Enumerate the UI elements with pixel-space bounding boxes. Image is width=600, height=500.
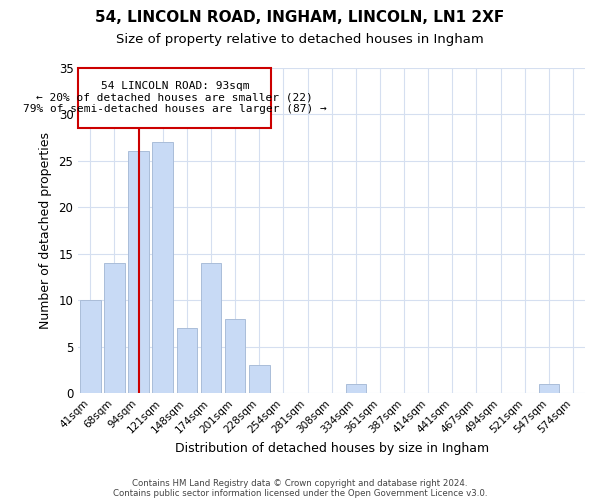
Text: Contains HM Land Registry data © Crown copyright and database right 2024.: Contains HM Land Registry data © Crown c… <box>132 478 468 488</box>
Bar <box>104 263 125 394</box>
Text: 54, LINCOLN ROAD, INGHAM, LINCOLN, LN1 2XF: 54, LINCOLN ROAD, INGHAM, LINCOLN, LN1 2… <box>95 10 505 25</box>
Bar <box>225 319 245 394</box>
Text: Contains public sector information licensed under the Open Government Licence v3: Contains public sector information licen… <box>113 488 487 498</box>
Bar <box>201 263 221 394</box>
Bar <box>128 152 149 394</box>
Bar <box>539 384 559 394</box>
FancyBboxPatch shape <box>79 68 271 128</box>
Bar <box>346 384 366 394</box>
X-axis label: Distribution of detached houses by size in Ingham: Distribution of detached houses by size … <box>175 442 489 455</box>
Text: Size of property relative to detached houses in Ingham: Size of property relative to detached ho… <box>116 32 484 46</box>
Bar <box>80 300 101 394</box>
Y-axis label: Number of detached properties: Number of detached properties <box>38 132 52 329</box>
Bar <box>249 366 269 394</box>
Bar <box>152 142 173 394</box>
Text: 54 LINCOLN ROAD: 93sqm
← 20% of detached houses are smaller (22)
79% of semi-det: 54 LINCOLN ROAD: 93sqm ← 20% of detached… <box>23 81 326 114</box>
Bar <box>176 328 197 394</box>
